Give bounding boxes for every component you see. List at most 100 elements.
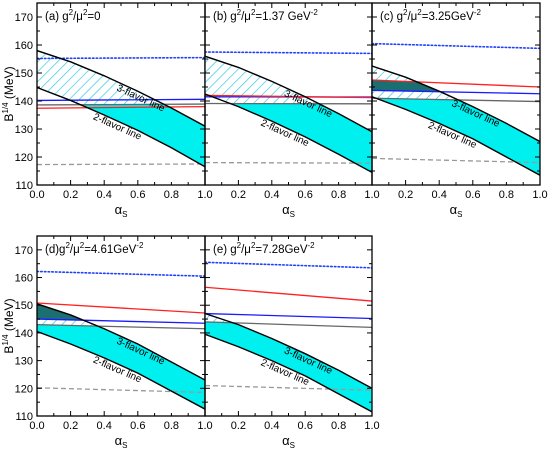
y-tick-label: 130 — [15, 124, 33, 136]
series-line — [37, 105, 205, 109]
x-tick-label: 0.2 — [231, 420, 246, 432]
plot-area — [37, 270, 205, 410]
x-tick-label: 0.8 — [164, 420, 179, 432]
series-line — [37, 330, 205, 410]
x-tick-label: 0.6 — [130, 420, 145, 432]
series-line — [372, 157, 540, 164]
x-axis-label: αS — [115, 202, 128, 219]
series-line — [205, 312, 372, 389]
panel-label: (a) g2/μ2=0 — [45, 8, 101, 23]
x-axis-label: αS — [115, 433, 128, 449]
series-line — [372, 96, 540, 176]
x-axis-label: αS — [282, 202, 295, 219]
x-tick-label: 0.4 — [97, 189, 112, 201]
y-tick-label: 120 — [15, 152, 33, 164]
x-tick-label: 1.0 — [197, 189, 212, 201]
series-line — [372, 65, 540, 143]
series-line — [205, 286, 372, 302]
x-tick-label: 1.0 — [364, 420, 379, 432]
series-line — [205, 94, 372, 99]
y-tick-label: 160 — [15, 273, 33, 285]
plot-area — [37, 49, 205, 168]
x-tick-label: 0.6 — [130, 189, 145, 201]
series-line — [205, 93, 372, 174]
x-tick-label: 0.8 — [331, 420, 346, 432]
series-line — [37, 49, 205, 127]
series-line — [37, 56, 205, 60]
y-axis-label: B1/4 (MeV) — [1, 66, 16, 121]
series-line — [205, 312, 372, 320]
panel-label: (d)g2/μ2=4.61GeV-2 — [45, 241, 144, 256]
x-tick-label: 0.4 — [97, 420, 112, 432]
x-tick-label: 0.4 — [264, 189, 279, 201]
x-tick-label: 0.6 — [465, 189, 480, 201]
band-filled — [205, 103, 372, 173]
series-line — [205, 384, 372, 391]
band-filled — [37, 104, 205, 167]
x-tick-label: 0.6 — [298, 189, 313, 201]
series-line — [37, 323, 205, 330]
series-line — [205, 51, 372, 55]
series-line — [37, 98, 205, 102]
plot-area — [372, 42, 540, 176]
x-tick-label: 0.8 — [164, 189, 179, 201]
x-tick-label: 0.2 — [63, 420, 78, 432]
series-line — [37, 103, 205, 106]
x-tick-label: 0.0 — [29, 189, 44, 201]
x-tick-label: 0.8 — [499, 189, 514, 201]
y-tick-label: 170 — [15, 245, 33, 257]
series-line — [37, 303, 205, 381]
x-tick-label: 0.6 — [298, 420, 313, 432]
y-tick-label: 160 — [15, 40, 33, 52]
series-line — [205, 55, 372, 133]
series-line — [37, 163, 205, 166]
plot-area — [205, 261, 372, 413]
series-line — [205, 333, 372, 413]
x-tick-label: 0.8 — [331, 189, 346, 201]
series-line — [205, 161, 372, 164]
y-tick-label: 140 — [15, 328, 33, 340]
x-tick-label: 0.2 — [231, 189, 246, 201]
x-tick-label: 0.2 — [398, 189, 413, 201]
series-line — [205, 261, 372, 269]
y-tick-label: 110 — [15, 180, 33, 192]
series-line — [37, 302, 205, 314]
x-tick-label: 0.2 — [63, 189, 78, 201]
series-line — [37, 318, 205, 324]
panel-label: (b) g2/μ2=1.37 GeV-2 — [213, 8, 318, 23]
y-tick-label: 150 — [15, 68, 33, 80]
x-axis-label: αS — [450, 202, 463, 219]
x-tick-label: 0.4 — [264, 420, 279, 432]
x-tick-label: 1.0 — [364, 189, 379, 201]
band-filled — [37, 324, 205, 410]
series-line — [37, 86, 205, 168]
plot-area — [205, 51, 372, 174]
y-tick-label: 170 — [15, 12, 33, 24]
series-line — [372, 42, 540, 50]
band-filled — [372, 98, 540, 176]
series-line — [372, 89, 540, 95]
x-tick-label: 0.0 — [29, 420, 44, 432]
y-tick-label: 130 — [15, 356, 33, 368]
y-axis-label: B1/4 (MeV) — [1, 298, 16, 353]
panel-label: (c) g2/μ2=3.25GeV-2 — [380, 8, 482, 23]
band-filled — [205, 321, 372, 412]
series-line — [37, 270, 205, 277]
y-tick-label: 120 — [15, 383, 33, 395]
series-line — [37, 387, 205, 394]
y-tick-label: 140 — [15, 96, 33, 108]
x-tick-label: 0.4 — [432, 189, 447, 201]
panel-label: (e) g2/μ2=7.28GeV-2 — [213, 241, 315, 256]
x-tick-label: 1.0 — [532, 189, 547, 201]
x-tick-label: 1.0 — [197, 420, 212, 432]
series-line — [372, 79, 540, 88]
series-line — [372, 97, 540, 103]
x-axis-label: αS — [282, 433, 295, 449]
